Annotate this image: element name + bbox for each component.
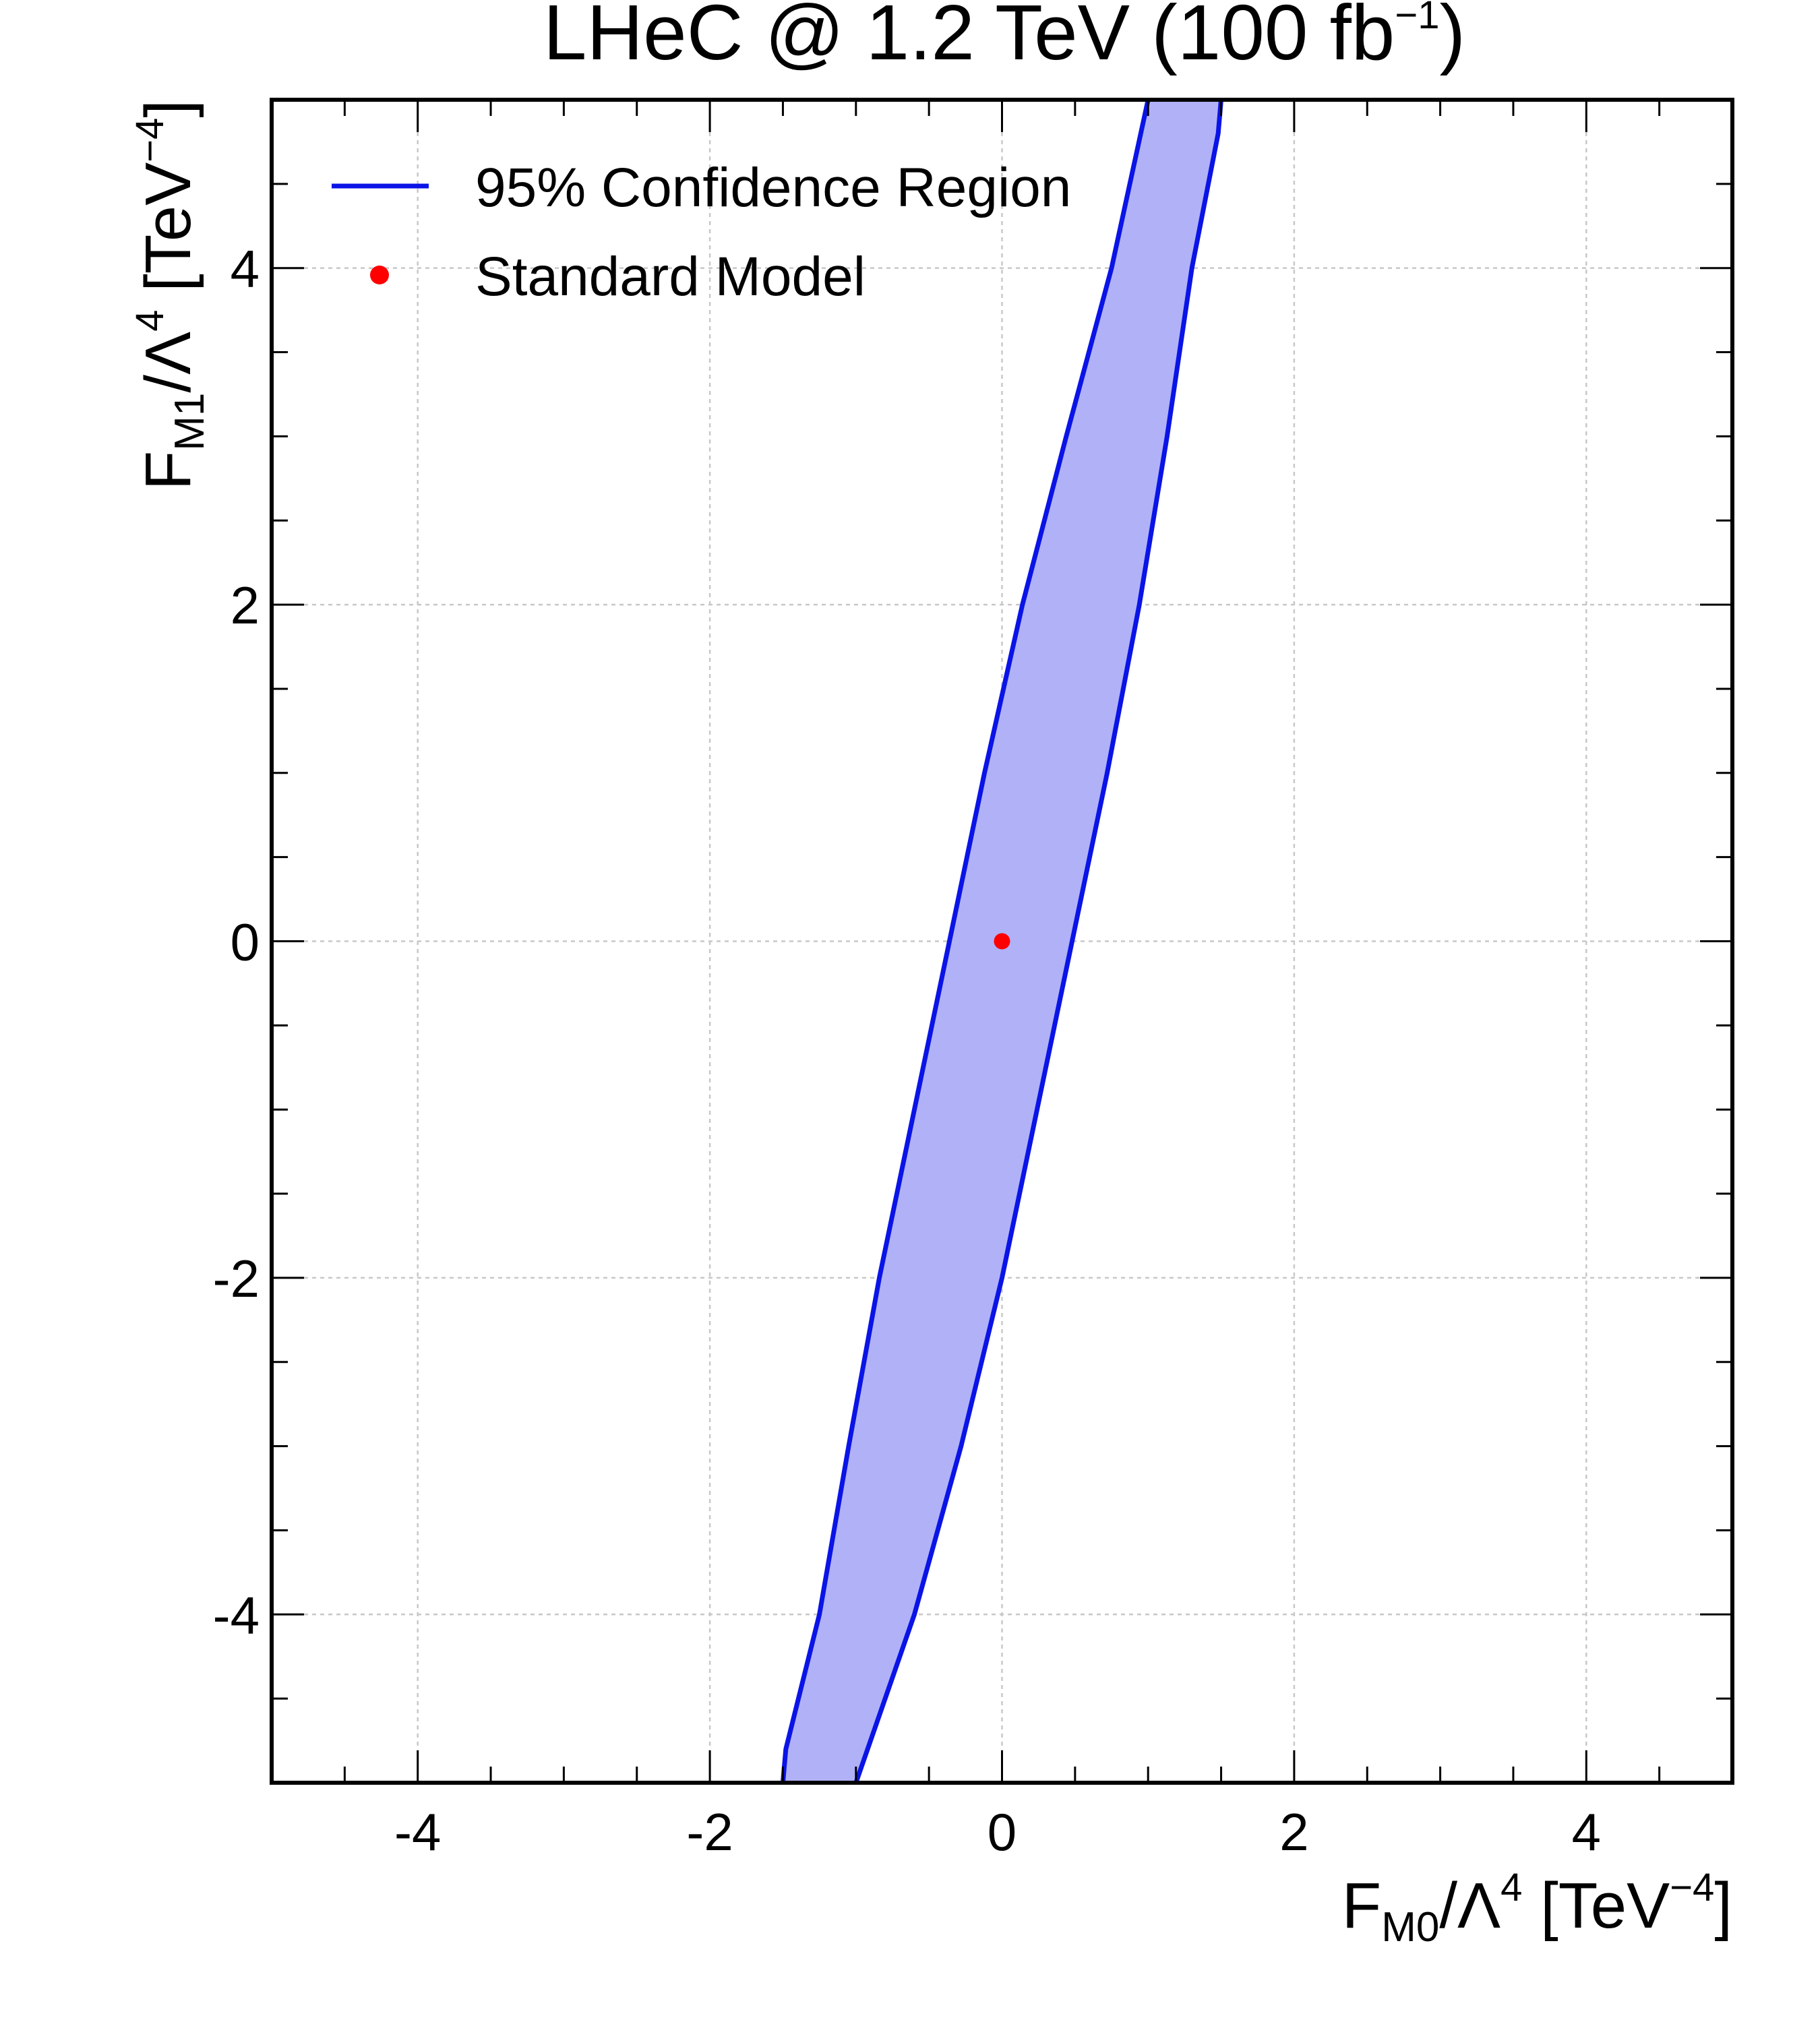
y-tick-label: 0 xyxy=(231,913,260,972)
legend-label-confidence-region: 95% Confidence Region xyxy=(475,157,1071,218)
x-tick-label: 4 xyxy=(1572,1802,1601,1862)
x-axis-label: FM0/Λ4 [TeV−4] xyxy=(1342,1866,1732,1951)
legend-swatch-standard-model xyxy=(370,266,389,284)
y-axis-label: FM1/Λ4 [TeV−4] xyxy=(128,100,213,490)
tick-labels: -4 -2 0 2 4 -4 -2 0 2 4 xyxy=(213,239,1601,1862)
plot-frame xyxy=(270,98,1734,1785)
y-tick-label: 4 xyxy=(231,239,260,299)
confidence-region-contour xyxy=(853,100,1223,1783)
confidence-region-contour xyxy=(780,100,1151,1783)
standard-model-point xyxy=(994,933,1010,950)
x-tick-label: -2 xyxy=(686,1802,733,1862)
y-tick-label: 2 xyxy=(231,576,260,635)
x-tick-label: 2 xyxy=(1279,1802,1308,1862)
plot-area xyxy=(780,100,1223,1783)
legend: 95% Confidence Region Standard Model xyxy=(332,157,1071,307)
grid-lines xyxy=(272,100,1732,1783)
y-tick-label: -4 xyxy=(213,1585,260,1645)
legend-label-standard-model: Standard Model xyxy=(475,246,866,307)
chart-title: LHeC @ 1.2 TeV (100 fb−1) xyxy=(543,0,1465,76)
x-tick-label: 0 xyxy=(988,1802,1017,1862)
y-tick-label: -2 xyxy=(213,1249,260,1308)
x-tick-label: -4 xyxy=(394,1802,441,1862)
